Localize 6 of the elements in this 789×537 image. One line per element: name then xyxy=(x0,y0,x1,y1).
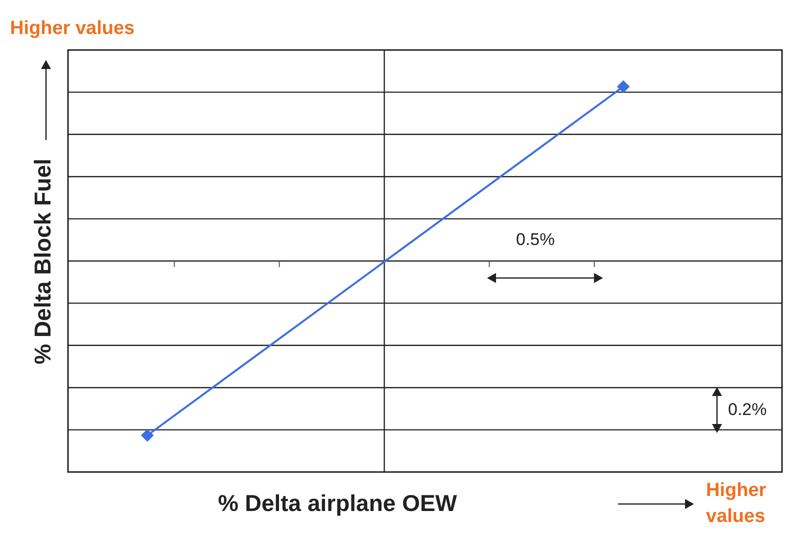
text: Higher values xyxy=(706,479,768,529)
y-axis-title: % Delta Block Fuel xyxy=(29,158,56,364)
annotation: 0.2% xyxy=(728,400,767,420)
x-axis-title: % Delta airplane OEW xyxy=(218,490,458,517)
text: Higher values xyxy=(10,18,135,40)
annotation: 0.5% xyxy=(516,230,555,250)
